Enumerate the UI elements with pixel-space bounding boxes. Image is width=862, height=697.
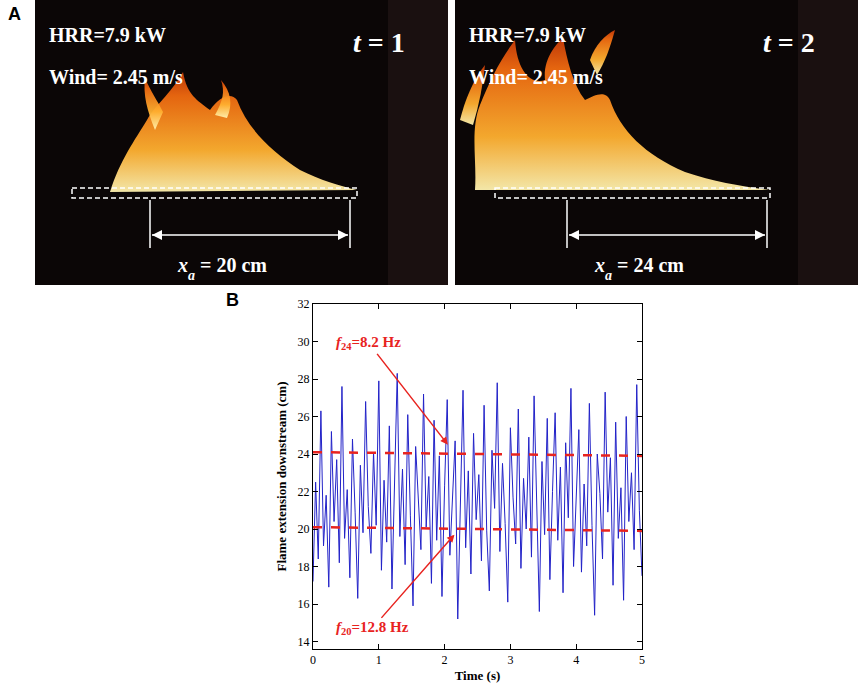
svg-text:22: 22 (298, 485, 310, 499)
svg-text:18: 18 (298, 560, 310, 574)
svg-text:Flame extension downstream (cm: Flame extension downstream (cm) (274, 381, 289, 571)
svg-text:30: 30 (298, 335, 310, 349)
svg-text:f​24​=8.2 Hz: f​24​=8.2 Hz (336, 334, 401, 352)
svg-text:4: 4 (573, 653, 579, 667)
svg-text:1: 1 (376, 653, 382, 667)
svg-text:2: 2 (442, 653, 448, 667)
svg-text:0: 0 (310, 653, 316, 667)
svg-text:t = 1: t = 1 (353, 27, 405, 58)
svg-text:xa = 20 cm: xa = 20 cm (177, 254, 267, 283)
svg-text:3: 3 (507, 653, 513, 667)
svg-text:Wind= 2.45 m/s: Wind= 2.45 m/s (49, 66, 183, 88)
html-text:B: B (226, 290, 239, 310)
svg-text:f​20​=12.8 Hz: f​20​=12.8 Hz (336, 619, 409, 637)
svg-text:16: 16 (298, 597, 310, 611)
svg-text:24: 24 (298, 447, 310, 461)
svg-text:HRR=7.9 kW: HRR=7.9 kW (469, 24, 586, 46)
svg-text:Wind= 2.45 m/s: Wind= 2.45 m/s (469, 66, 603, 88)
svg-text:t = 2: t = 2 (763, 27, 815, 58)
svg-text:xa = 24 cm: xa = 24 cm (594, 254, 684, 283)
svg-text:5: 5 (639, 653, 645, 667)
svg-text:26: 26 (298, 410, 310, 424)
svg-text:28: 28 (298, 372, 310, 386)
svg-text:32: 32 (298, 297, 310, 311)
svg-text:14: 14 (298, 635, 310, 649)
svg-text:20: 20 (298, 522, 310, 536)
svg-text:HRR=7.9 kW: HRR=7.9 kW (49, 24, 166, 46)
svg-text:Time (s): Time (s) (455, 668, 501, 683)
html-text:A: A (8, 4, 21, 24)
